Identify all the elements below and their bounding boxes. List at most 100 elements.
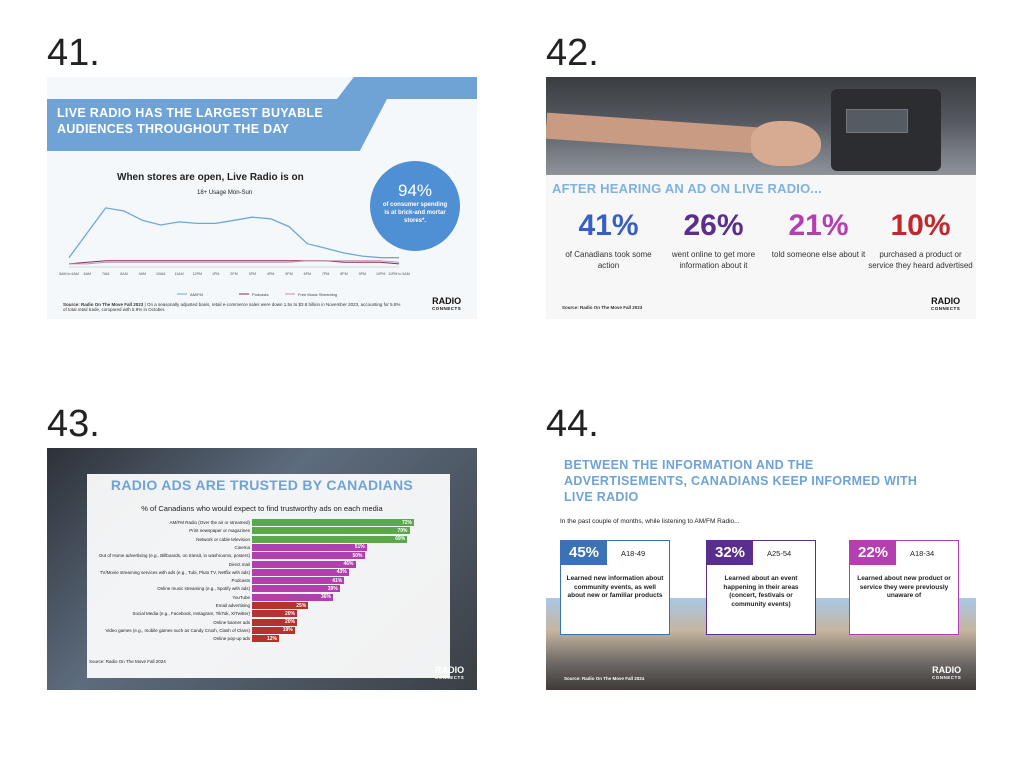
stat-card-22: 22% A18-34 Learned about new product or … [849, 540, 959, 635]
x-tick-label: 6AM [84, 272, 91, 276]
bar [252, 610, 297, 618]
radio-connects-logo: RADIO CONNECTS [435, 666, 464, 682]
x-tick-label: 1PM [212, 272, 219, 276]
x-tick-label: 6PM [304, 272, 311, 276]
bar-value-label: 51% [354, 544, 365, 551]
slide-41: LIVE RADIO HAS THE LARGEST BUYABLE AUDIE… [47, 77, 477, 319]
hand-shape [751, 121, 821, 166]
category-label: Video games (e.g., mobile games such as … [105, 627, 251, 633]
x-tick-label: 7AM [102, 272, 109, 276]
stat-value: 10% [890, 209, 951, 242]
bar-value-label: 19% [282, 627, 293, 634]
logo-line1: RADIO [432, 296, 462, 306]
card-text: Learned new information about community … [566, 575, 664, 599]
bar [252, 560, 356, 568]
card-value: 22% [850, 541, 897, 565]
logo-line2: CONNECTS [932, 675, 962, 680]
x-tick-label: 9PM [359, 272, 366, 276]
car-radio-photo [546, 77, 976, 175]
slide-heading: AFTER HEARING AN AD ON LIVE RADIO... [552, 181, 822, 196]
bar-value-label: 20% [284, 619, 295, 626]
card-value: 45% [561, 541, 608, 565]
bar-value-label: 72% [401, 519, 412, 526]
stat-value: 41% [578, 209, 639, 242]
bar [252, 535, 408, 543]
category-label: Network or cable television [196, 536, 250, 542]
bar-value-label: 39% [327, 585, 338, 592]
logo-line2: CONNECTS [931, 306, 961, 311]
logo-line1: RADIO [435, 665, 465, 675]
bar-value-label: 70% [397, 527, 408, 534]
chart-title: When stores are open, Live Radio is on [117, 172, 304, 183]
slide-number-41: 41. [47, 32, 100, 74]
bar [252, 577, 345, 585]
title-banner [47, 99, 387, 151]
radio-connects-logo: RADIO CONNECTS [931, 297, 960, 313]
chart-panel [87, 474, 450, 678]
stereo-display [846, 109, 908, 133]
series-line-podcasts [68, 260, 400, 265]
card-text: Learned about new product or service the… [857, 575, 951, 599]
bar [252, 626, 295, 634]
source-note: Source: Radio On The Move Fall 2023 | On… [63, 302, 403, 312]
category-label: Direct mail [228, 561, 250, 567]
slide-title: LIVE RADIO HAS THE LARGEST BUYABLE AUDIE… [57, 106, 324, 136]
callout-text: of consumer spending is at brick-and mor… [382, 202, 448, 224]
category-label: Social Media (e.g., Facebook, Instagram,… [132, 611, 250, 617]
bar [252, 635, 279, 643]
card-age: A25-54 [767, 549, 792, 558]
x-tick-label: 5AM to 6AM [59, 272, 79, 276]
slide-number-42: 42. [546, 32, 599, 74]
bar [252, 618, 297, 626]
bar [252, 585, 340, 593]
stat-41: 41% of Canadians took some action [556, 209, 661, 271]
stat-21: 21% told someone else about it [766, 209, 871, 260]
source-text: Source: Radio On The Move Fall 2023 [63, 302, 144, 307]
card-age: A18-49 [621, 549, 646, 558]
card-value: 32% [707, 541, 754, 565]
x-tick-label: 12PM [193, 272, 202, 276]
slide-44: BETWEEN THE INFORMATION AND THE ADVERTIS… [546, 448, 976, 690]
legend-label: Free Music Streaming [298, 292, 337, 297]
bar [252, 543, 367, 551]
bar-value-label: 46% [343, 561, 354, 567]
stat-card-32: 32% A25-54 Learned about an event happen… [706, 540, 816, 635]
x-tick-label: 7PM [322, 272, 329, 276]
stat-description: told someone else about it [771, 250, 866, 259]
slide-title: RADIO ADS ARE TRUSTED BY CANADIANS [110, 477, 414, 493]
legend-label: Podcasts [252, 292, 268, 297]
callout-percent: 94% [397, 181, 433, 200]
x-tick-label: 8AM [120, 272, 127, 276]
category-label: Email advertising [215, 603, 250, 608]
radio-connects-logo: RADIO CONNECTS [932, 666, 961, 682]
x-tick-label: 11AM [174, 272, 183, 276]
category-label: Online music streaming (e.g., Spotify wi… [157, 586, 250, 592]
chart-title: % of Canadians who would expect to find … [141, 504, 383, 513]
x-tick-label: 4PM [267, 272, 274, 276]
source-text: Source: Radio On The Move Fall 2024 [89, 659, 166, 664]
line-chart: 5AM to 6AM 6AM 7AM 8AM 9AM 10AM 11AM 12PM 1PM 2PM… [59, 207, 410, 297]
stat-card-45: 45% A18-49 Learned new information about… [560, 540, 670, 635]
bar-value-label: 69% [395, 536, 406, 543]
category-label: TV/Movie streaming services with ads (e.… [99, 569, 250, 575]
bar [252, 568, 349, 576]
bar-value-label: 43% [336, 569, 347, 576]
stat-description: purchased a product or service they hear… [868, 250, 973, 270]
x-tick-label: 9AM [139, 272, 146, 276]
source-footnote: | On a seasonally adjusted basis, retail… [63, 302, 401, 312]
slide-43: RADIO ADS ARE TRUSTED BY CANADIANS % of … [47, 448, 477, 690]
intro-text: In the past couple of months, while list… [560, 518, 740, 525]
x-tick-label: 11PM to 5AM [388, 272, 410, 276]
chart-subtitle: 18+ Usage Mon-Sun [197, 190, 253, 196]
bar-value-label: 41% [332, 577, 343, 584]
slide-heading: BETWEEN THE INFORMATION AND THE ADVERTIS… [564, 458, 918, 504]
bar [252, 552, 365, 560]
card-text: Learned about an event happening in thei… [723, 575, 799, 608]
slide-number-43: 43. [47, 403, 100, 445]
bar-value-label: 50% [352, 552, 363, 559]
stat-value: 21% [788, 209, 849, 242]
card-age: A18-34 [910, 549, 935, 558]
bar-value-label: 20% [284, 610, 295, 617]
corner-decoration [337, 77, 477, 99]
stat-value: 26% [683, 209, 744, 242]
